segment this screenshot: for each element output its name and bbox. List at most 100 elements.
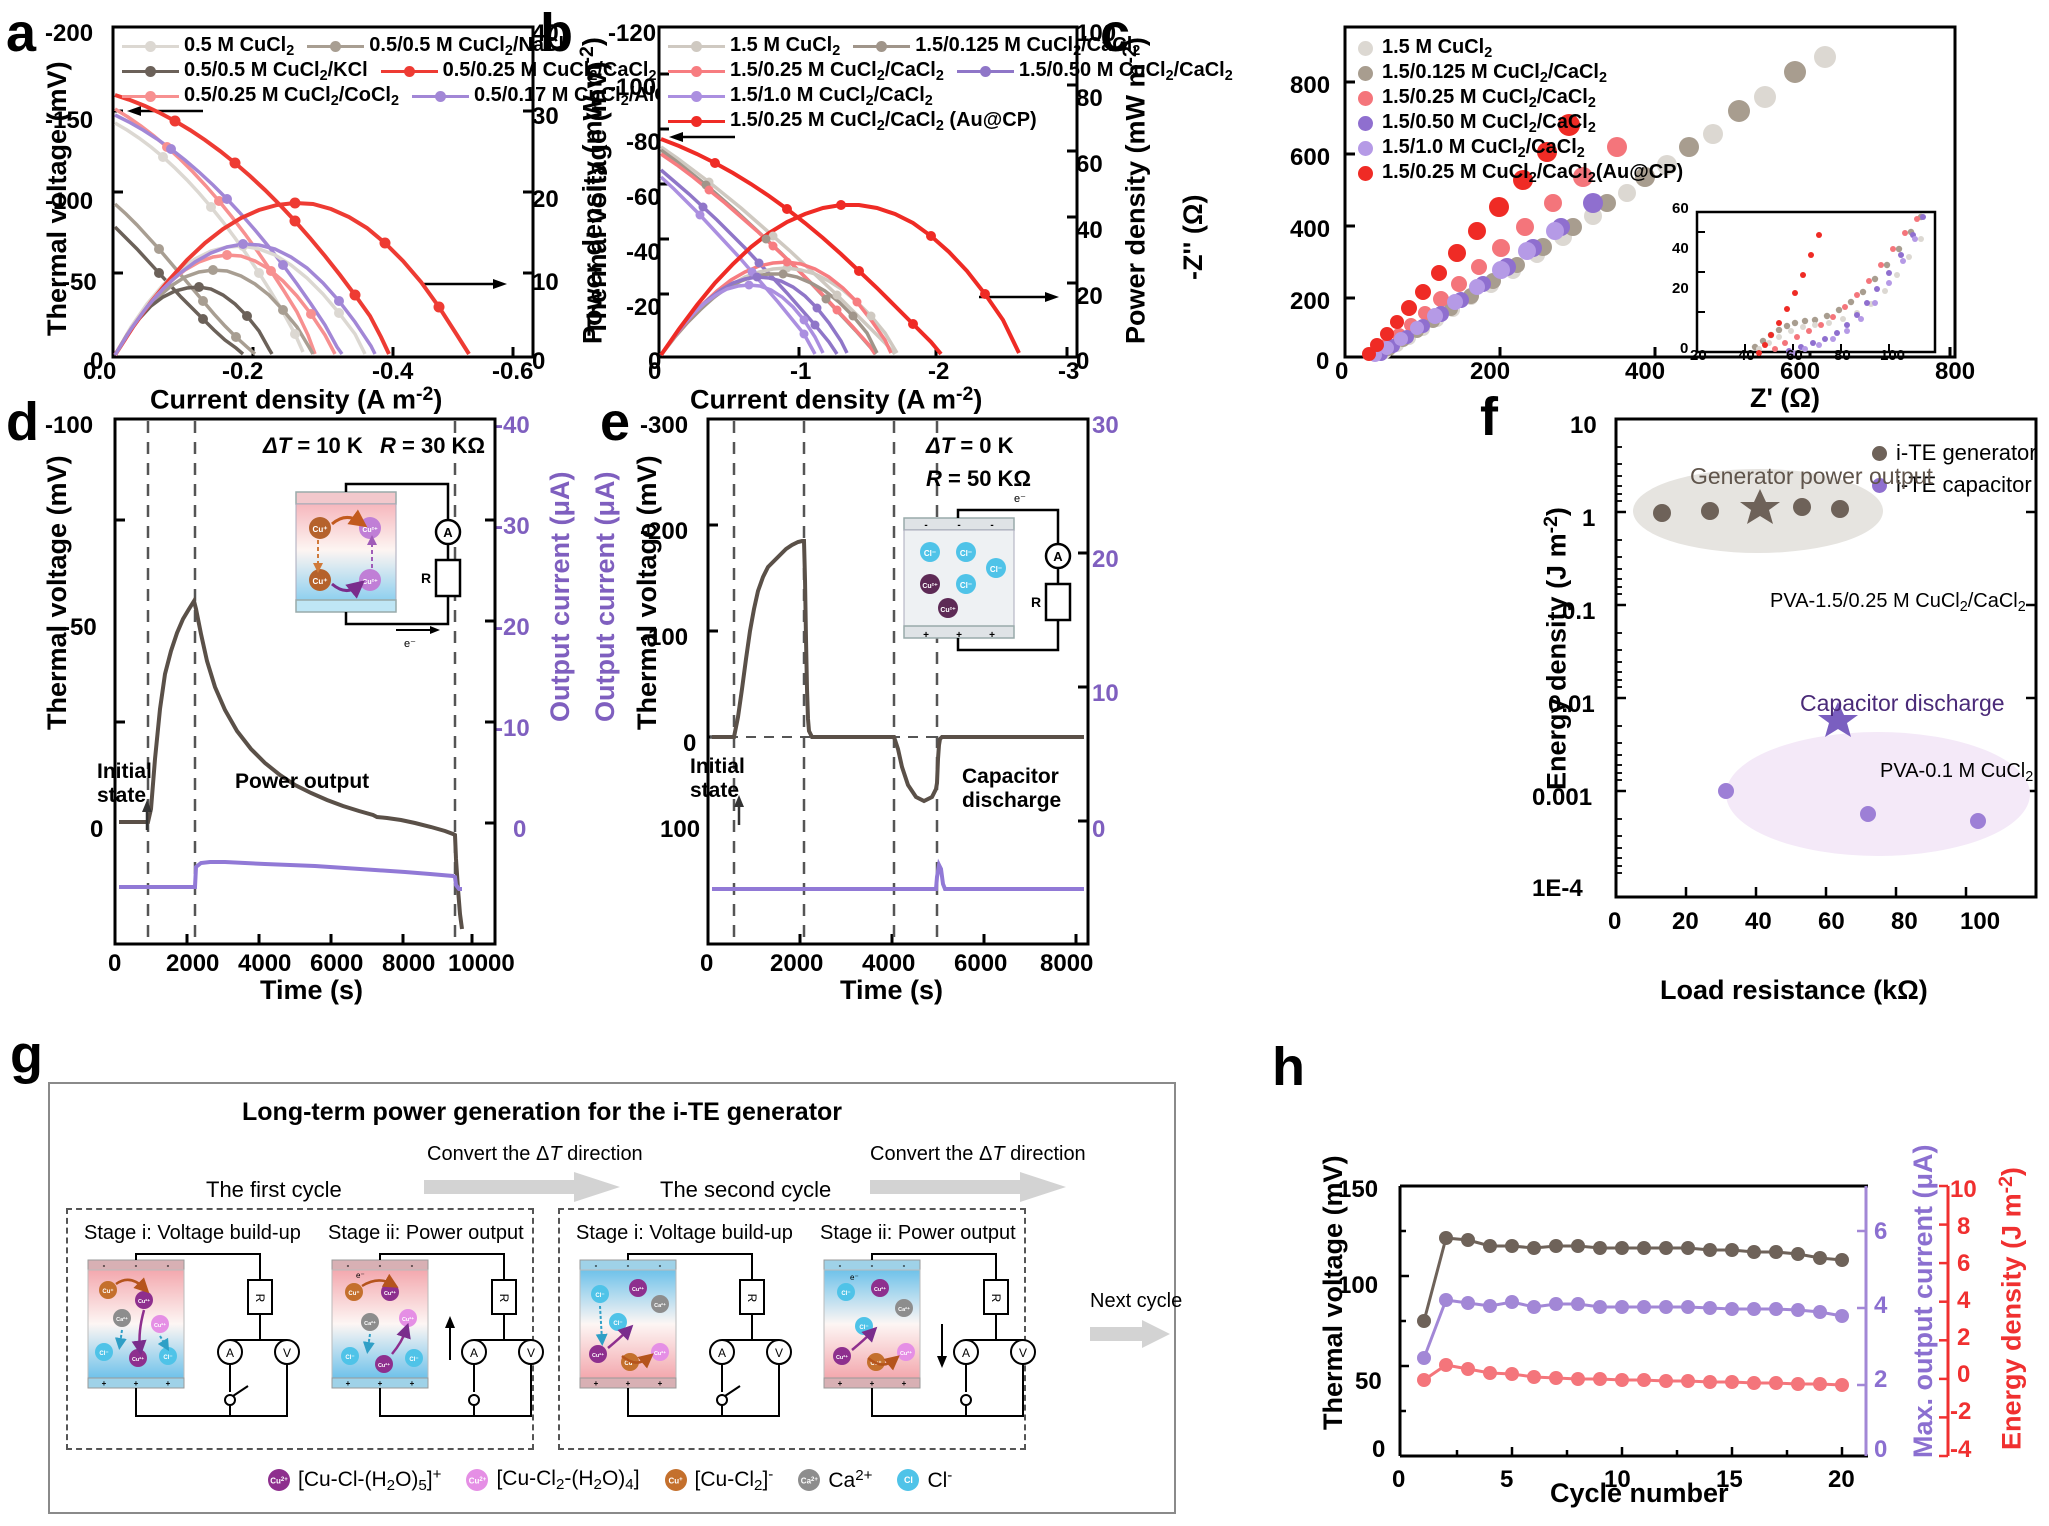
svg-text:+: + xyxy=(134,1379,139,1388)
panel-b-y2tick: 0 xyxy=(1076,348,1090,375)
svg-text:A: A xyxy=(962,1346,970,1360)
panel-a-ytick: -50 xyxy=(62,269,97,296)
panel-a-y2tick: 10 xyxy=(532,269,559,296)
panel-c-ylabel: -Z'' (Ω) xyxy=(1178,194,1208,280)
svg-text:Cu²⁺: Cu²⁺ xyxy=(154,1322,166,1329)
panel-g-cell-2: --- + + + Cu⁺ Cu²⁺ Ca²⁺ Cu²⁺ Cl⁻ Cu²⁺ Cl⁻ … xyxy=(331,1253,544,1417)
svg-text:Ca²⁺: Ca²⁺ xyxy=(116,1316,128,1323)
panel-f-ytick: 1E-4 xyxy=(1532,875,1583,902)
svg-text:A: A xyxy=(470,1346,478,1360)
panel-b-y2tick: 40 xyxy=(1076,217,1103,244)
svg-text:Cu²⁺: Cu²⁺ xyxy=(362,527,378,534)
svg-text:V: V xyxy=(283,1346,291,1360)
ion-cl-cyan-icon: Cl xyxy=(897,1469,920,1491)
panel-d-y2tick: -10 xyxy=(495,715,530,742)
panel-c-xtick: 200 xyxy=(1470,358,1511,385)
panel-f-ytick: 0.001 xyxy=(1532,784,1593,811)
panel-g-convert-label-2: Convert the ΔT direction xyxy=(870,1143,1086,1165)
panel-label-b: b xyxy=(540,3,573,63)
svg-text:Cu²⁺: Cu²⁺ xyxy=(138,1298,150,1305)
svg-text:Cu²⁺: Cu²⁺ xyxy=(836,1354,848,1361)
panel-a-y2tick: 40 xyxy=(532,20,559,47)
panel-f-xtick: 60 xyxy=(1818,908,1845,935)
panel-f-generator-sample-label: PVA-1.5/0.25 M CuCl2/CaCl2 xyxy=(1770,590,2026,616)
svg-text:Cu²⁺: Cu²⁺ xyxy=(922,583,938,590)
svg-text:Cl⁻: Cl⁻ xyxy=(924,549,936,558)
panel-c-inset-xtick: 40 xyxy=(1738,347,1755,364)
legend-item-capacitor: i-TE capacitor xyxy=(1872,472,2037,498)
panel-d-xtick: 6000 xyxy=(310,950,364,977)
svg-text:e⁻: e⁻ xyxy=(850,1273,859,1282)
panel-a-y2tick: 20 xyxy=(532,186,559,213)
svg-text:Cl⁻: Cl⁻ xyxy=(409,1357,418,1363)
svg-text:R: R xyxy=(989,1294,1003,1303)
panel-f-xlabel: Load resistance (kΩ) xyxy=(1660,975,1928,1005)
panel-d-y2label: Output current (μA) xyxy=(545,471,575,723)
panel-b-plot xyxy=(657,25,1079,359)
panel-c-inset-ytick: 20 xyxy=(1672,280,1689,297)
panel-d-dt-label: ΔT = 10 K xyxy=(263,433,363,458)
svg-text:Cl⁻: Cl⁻ xyxy=(99,1351,108,1357)
svg-text:-: - xyxy=(103,1261,106,1270)
panel-e-ylabel: Thermal voltage (mV) xyxy=(632,455,662,730)
panel-b-xtick: 0 xyxy=(648,358,662,385)
panel-h-y3label: Energy density (J m-2) xyxy=(1995,1167,2027,1450)
g-legend-item-1: Cu2+ [Cu-Cl-(H2O)5]+ xyxy=(268,1466,444,1494)
panel-g-next-cycle-label: Next cycle xyxy=(1090,1290,1183,1312)
panel-h-y2tick: 6 xyxy=(1874,1218,1888,1245)
panel-d-r-label: R = 30 KΩ xyxy=(380,433,486,458)
svg-text:Cu⁺: Cu⁺ xyxy=(348,1290,359,1297)
panel-d-ylabel: Thermal voltage (mV) xyxy=(42,455,72,730)
svg-text:Cu⁺: Cu⁺ xyxy=(313,577,328,586)
svg-text:e⁻: e⁻ xyxy=(1014,493,1026,505)
panel-g-stage-label-3: Stage i: Voltage build-up xyxy=(576,1222,793,1244)
svg-text:-: - xyxy=(839,1261,842,1270)
panel-c-xtick: 400 xyxy=(1625,358,1666,385)
panel-d-xlabel: Time (s) xyxy=(260,975,364,1005)
svg-text:+: + xyxy=(870,1379,875,1388)
panel-h-y2tick: 0 xyxy=(1874,1436,1888,1463)
panel-c-inset-ytick: 60 xyxy=(1672,200,1689,217)
svg-text:+: + xyxy=(378,1379,383,1388)
panel-f-xtick: 0 xyxy=(1608,908,1622,935)
panel-f-ytick: 0.1 xyxy=(1562,598,1596,625)
panel-h-xtick: 20 xyxy=(1828,1466,1855,1493)
panel-c-ytick: 200 xyxy=(1290,288,1331,315)
panel-h-y2label: Max. output current (μA) xyxy=(1908,1144,1938,1458)
panel-e-inset-schematic: - - - + + + Cl⁻ Cl⁻ Cu²⁺ Cl⁻ Cl⁻ Cu²⁺ A R e⁻ xyxy=(903,493,1072,652)
svg-text:R: R xyxy=(253,1294,267,1303)
panel-label-d: d xyxy=(6,392,39,452)
legend-label-generator: i-TE generator xyxy=(1896,440,2037,465)
panel-h-xtick: 5 xyxy=(1500,1466,1514,1493)
panel-d-xtick: 4000 xyxy=(238,950,292,977)
panel-f-capacitor-sample-label: PVA-0.1 M CuCl2 xyxy=(1880,760,2034,786)
panel-b-y2tick: 60 xyxy=(1076,151,1103,178)
panel-d-initial-state-label: Initial state xyxy=(97,760,152,807)
panel-d-xtick: 10000 xyxy=(448,950,515,977)
panel-e-xtick: 4000 xyxy=(862,950,916,977)
svg-text:Cl⁻: Cl⁻ xyxy=(163,1355,172,1361)
svg-text:R: R xyxy=(745,1294,759,1303)
panel-h-y3tick: 10 xyxy=(1950,1176,1977,1203)
panel-h-ytick: 150 xyxy=(1338,1176,1379,1203)
panel-d-xtick: 8000 xyxy=(382,950,436,977)
panel-e-capacitor-discharge-label: Capacitor discharge xyxy=(962,765,1062,812)
panel-h-third-axis xyxy=(1939,1184,1950,1458)
panel-a-xlabel: Current density (A m-2) xyxy=(150,383,443,415)
svg-text:Cl⁻: Cl⁻ xyxy=(960,549,972,558)
g-legend-item-4: Ca2+ Ca2+ xyxy=(798,1467,875,1493)
svg-text:+: + xyxy=(989,630,995,641)
panel-e-ytick: 100 xyxy=(660,816,701,843)
panel-h-ytick: 0 xyxy=(1372,1436,1386,1463)
svg-text:Cu²⁺: Cu²⁺ xyxy=(874,1286,886,1293)
panel-b-ytick: -40 xyxy=(626,239,661,266)
panel-h-y3tick: 2 xyxy=(1957,1324,1971,1351)
panel-b-xtick: -1 xyxy=(790,358,812,385)
panel-d-initial-arrow xyxy=(142,800,152,830)
svg-text:Cu²⁺: Cu²⁺ xyxy=(402,1316,414,1323)
panel-e-xtick: 6000 xyxy=(954,950,1008,977)
panel-d-ytick: -50 xyxy=(62,614,97,641)
svg-text:Ca²⁺: Ca²⁺ xyxy=(654,1302,666,1309)
panel-f-xtick: 100 xyxy=(1960,908,2001,935)
svg-text:-: - xyxy=(659,1261,662,1270)
